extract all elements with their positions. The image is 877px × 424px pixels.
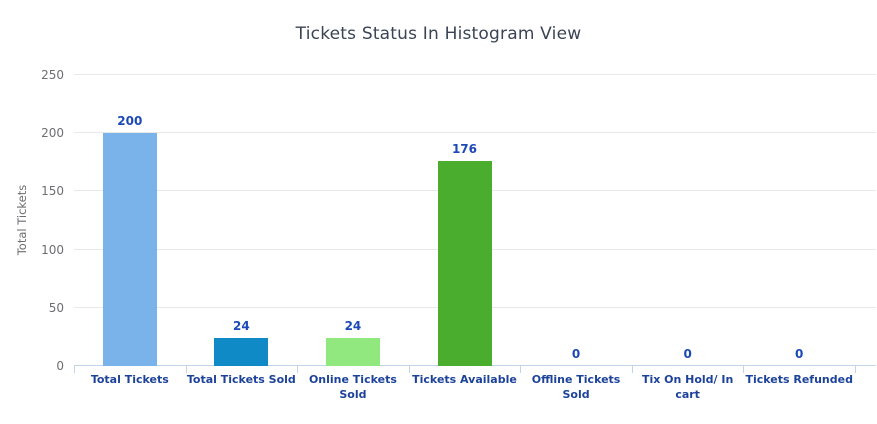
x-axis-tick <box>743 366 744 373</box>
chart-title: Tickets Status In Histogram View <box>295 24 582 44</box>
x-axis-tick <box>855 366 856 373</box>
category-label: Total Tickets <box>90 373 169 386</box>
bar-value-label: 24 <box>344 319 362 334</box>
y-tick-label: 200 <box>41 126 64 141</box>
category-label: Offline Tickets Sold <box>531 373 621 401</box>
category-label: Tix On Hold/ In cart <box>641 373 734 401</box>
bar-tickets-available[interactable] <box>437 161 492 366</box>
bar-value-label: 0 <box>795 347 804 361</box>
x-axis-tick <box>297 366 298 373</box>
y-tick-label: 50 <box>48 300 64 315</box>
category-label: Online Tickets Sold <box>308 373 397 401</box>
bar-value-label: 0 <box>683 347 692 361</box>
category-label: Tickets Available <box>412 373 517 386</box>
x-axis-category-labels: Total Tickets Total Tickets Sold Online Ti… <box>74 373 855 417</box>
x-axis-tick <box>186 366 187 373</box>
bar-value-label: 176 <box>451 142 478 157</box>
x-axis-tick <box>74 366 75 373</box>
gridline <box>74 132 876 134</box>
category-label: Tickets Refunded <box>745 373 853 386</box>
x-axis-tick <box>409 366 410 373</box>
x-axis-tick <box>632 366 633 373</box>
bar-total-tickets-sold[interactable] <box>214 338 269 366</box>
y-tick-label: 0 <box>56 359 64 373</box>
x-axis-tick <box>520 366 521 373</box>
y-tick-label: 250 <box>41 68 64 82</box>
bar-total-tickets[interactable] <box>102 133 157 366</box>
bar-value-label: 24 <box>232 319 250 334</box>
y-tick-label: 100 <box>41 242 64 257</box>
x-axis-ticks <box>74 366 876 374</box>
category-label: Total Tickets Sold <box>186 373 296 386</box>
bar-value-label: 0 <box>571 347 581 361</box>
y-tick-label: 150 <box>41 184 64 199</box>
gridline <box>74 74 876 75</box>
plot-area: 200 24 24 176 0 0 0 <box>74 74 876 366</box>
y-axis-title: Total Tickets <box>15 184 29 256</box>
bar-online-tickets-sold[interactable] <box>325 338 380 366</box>
bar-value-label: 200 <box>117 114 143 129</box>
